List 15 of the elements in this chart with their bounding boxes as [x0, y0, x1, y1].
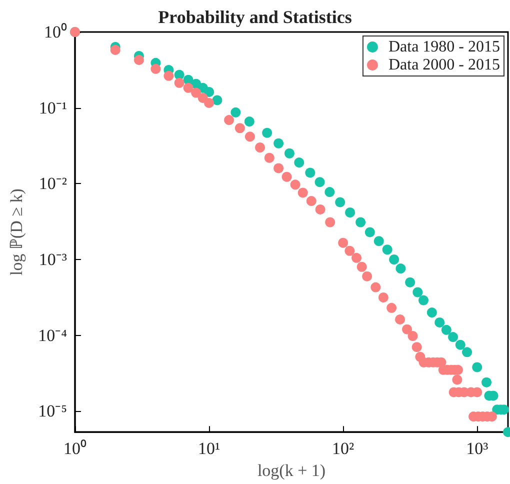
y-tick-label: 10⁻³ [38, 250, 67, 270]
y-tick-label: 10⁻¹ [38, 98, 67, 118]
chart-title: Probability and Statistics [158, 7, 352, 27]
y-tick-label: 10⁻² [38, 174, 67, 194]
y-tick-label: 10⁰ [44, 22, 67, 42]
x-tick-label: 10¹ [198, 439, 220, 458]
y-axis-title: log ℙ(D ≥ k) [7, 188, 26, 276]
x-axis-title: log(k + 1) [257, 461, 326, 480]
y-tick-label: 10⁻⁵ [38, 402, 68, 421]
x-tick-label: 10³ [466, 439, 488, 458]
x-tick-label: 10⁰ [64, 439, 86, 458]
legend-label: Data 2000 - 2015 [388, 56, 500, 74]
legend-label: Data 1980 - 2015 [388, 38, 500, 56]
x-tick-label: 10² [332, 439, 354, 458]
y-tick-label: 10⁻⁴ [38, 326, 68, 345]
